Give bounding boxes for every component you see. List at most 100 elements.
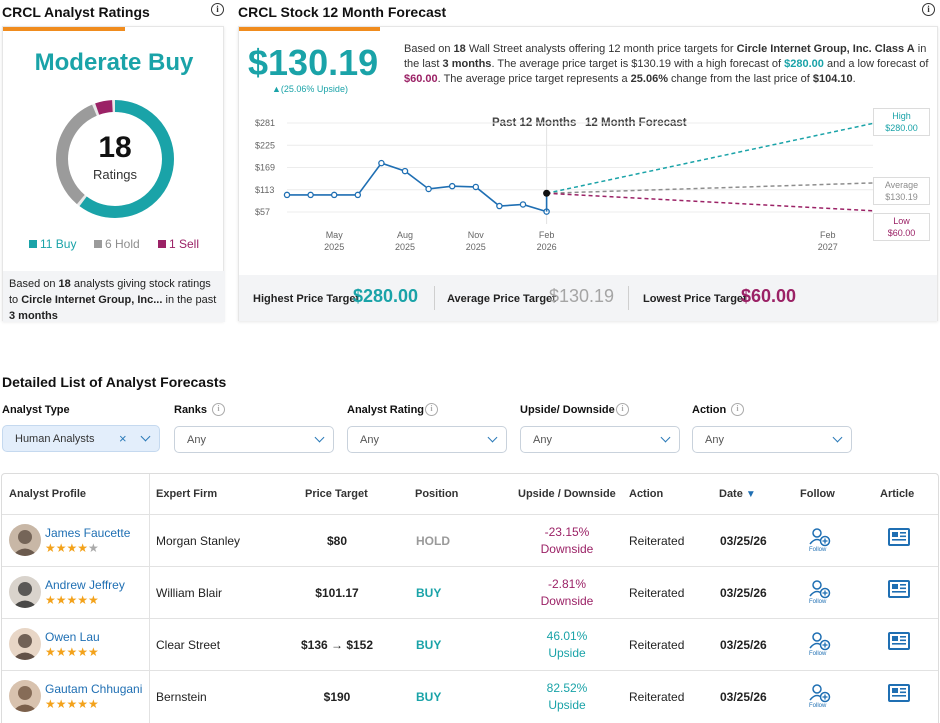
avatar[interactable] xyxy=(9,576,41,608)
col-header-upside-downside[interactable]: Upside / Downside xyxy=(518,488,616,500)
low-label: Low xyxy=(893,216,910,226)
desc-text: . The average price target is $130.19 wi… xyxy=(491,58,785,70)
sort-desc-icon[interactable]: ▼ xyxy=(745,489,756,500)
follow-button[interactable]: Follow xyxy=(808,527,832,553)
desc-high: $280.00 xyxy=(784,58,824,70)
star-rating: ★★★★★ xyxy=(45,593,99,607)
sell-swatch xyxy=(158,240,166,248)
rating-date: 03/25/26 xyxy=(720,586,767,600)
legend-buy: 11 Buy xyxy=(29,237,76,251)
col-header-action[interactable]: Action xyxy=(629,488,664,500)
chart-x-ticks: May 2025 Aug 2025 Nov 2025 Feb 2026 Feb 2027 xyxy=(324,230,838,252)
divider xyxy=(434,286,435,310)
analyst-name-link[interactable]: Owen Lau xyxy=(45,630,100,644)
info-icon[interactable]: i xyxy=(212,403,225,416)
avatar[interactable] xyxy=(9,680,41,712)
analyst-name-link[interactable]: Andrew Jeffrey xyxy=(45,578,125,592)
ratings-count: 18 xyxy=(98,131,132,164)
article-icon[interactable] xyxy=(888,632,910,650)
legend-sell: 1 Sell xyxy=(158,237,199,251)
info-icon[interactable]: i xyxy=(616,403,629,416)
upside-downside-percent: -2.81% xyxy=(547,577,587,591)
chevron-down-icon xyxy=(487,432,498,443)
col-header-analyst-profile[interactable]: Analyst Profile xyxy=(9,488,87,500)
x-tick-month: Aug xyxy=(397,230,413,240)
analyst-type-select[interactable]: Human Analysts × xyxy=(2,425,160,452)
info-icon[interactable]: i xyxy=(211,3,224,16)
col-header-date[interactable]: Date ▼ xyxy=(719,488,756,500)
chevron-down-icon xyxy=(832,432,843,443)
follow-button[interactable]: Follow xyxy=(808,683,832,709)
follow-button[interactable]: Follow xyxy=(808,579,832,605)
analyst-name-link[interactable]: Gautam Chhugani xyxy=(45,682,143,696)
upside-downside-select[interactable]: Any xyxy=(520,426,680,453)
ratings-title: CRCL Analyst Ratings xyxy=(2,4,150,20)
analyst-table: Analyst Profile Expert Firm Price Target… xyxy=(1,473,939,723)
star-icon: ★★★★★ xyxy=(45,697,99,711)
low-value: $60.00 xyxy=(887,228,916,238)
star-rating: ★★★★★ xyxy=(45,645,99,659)
chevron-down-icon xyxy=(314,432,325,443)
info-icon[interactable]: i xyxy=(731,403,744,416)
x-tick-month: Feb xyxy=(820,230,836,240)
accent-bar xyxy=(3,27,125,31)
col-header-price-target[interactable]: Price Target xyxy=(305,488,368,500)
highest-target-value: $280.00 xyxy=(353,286,419,306)
article-icon[interactable] xyxy=(888,528,910,546)
divider xyxy=(628,286,629,310)
follow-label: Follow xyxy=(809,599,827,605)
action-text: Reiterated xyxy=(629,638,685,652)
x-tick-year: 2025 xyxy=(324,242,344,252)
price-point xyxy=(519,201,527,208)
article-icon[interactable] xyxy=(888,580,910,598)
upside-downside-direction: Upside xyxy=(548,698,586,712)
high-label: High xyxy=(892,111,911,121)
info-icon[interactable]: i xyxy=(425,403,438,416)
x-tick-year: 2027 xyxy=(818,242,838,252)
lowest-target-value: $60.00 xyxy=(741,286,797,306)
avatar[interactable] xyxy=(9,524,41,556)
filter-label-analyst-type: Analyst Type xyxy=(2,404,70,416)
price-point xyxy=(378,159,385,167)
desc-text: . xyxy=(852,73,856,85)
clear-icon[interactable]: × xyxy=(119,431,127,446)
desc-last-price: $104.10 xyxy=(812,73,853,85)
y-tick-label: $113 xyxy=(255,185,274,195)
article-icon[interactable] xyxy=(888,684,910,702)
follow-user-icon xyxy=(809,528,831,547)
ranks-select[interactable]: Any xyxy=(174,426,334,453)
footer-text: analysts giving stock ratings to xyxy=(9,278,211,306)
footer-period: 3 months xyxy=(9,310,58,322)
info-icon[interactable]: i xyxy=(922,3,935,16)
hold-swatch xyxy=(94,240,102,248)
follow-button[interactable]: Follow xyxy=(808,631,832,657)
legend-hold: 6 Hold xyxy=(94,237,140,251)
filter-label-upside-downside: Upside/ Downside xyxy=(520,404,615,416)
col-header-position[interactable]: Position xyxy=(415,488,459,500)
action-text: Reiterated xyxy=(629,690,685,704)
desc-low: $60.00 xyxy=(404,73,438,85)
ratings-donut xyxy=(56,100,174,218)
desc-text: change from the last price of xyxy=(667,73,813,85)
footer-company-link[interactable]: Circle Internet Group, Inc... xyxy=(21,294,163,306)
col-header-expert-firm[interactable]: Expert Firm xyxy=(156,488,218,500)
action-select[interactable]: Any xyxy=(692,426,852,453)
analyst-name-link[interactable]: James Faucette xyxy=(45,526,131,540)
average-price: $130.19 xyxy=(248,42,379,83)
col-header-follow: Follow xyxy=(800,488,835,500)
forecast-lines xyxy=(546,122,874,212)
average-value: $130.19 xyxy=(885,192,918,202)
ratings-count-label: Ratings xyxy=(92,167,138,182)
details-title: Detailed List of Analyst Forecasts xyxy=(2,374,227,390)
price-history-line xyxy=(283,159,551,215)
follow-label: Follow xyxy=(809,547,827,553)
y-tick-label: $169 xyxy=(255,163,275,173)
follow-user-icon xyxy=(809,580,831,599)
price-point xyxy=(401,167,409,175)
desc-text: and a low forecast of xyxy=(823,58,929,70)
avatar[interactable] xyxy=(9,628,41,660)
price-line xyxy=(287,162,547,213)
star-icon: ★★★★★ xyxy=(45,593,99,607)
analyst-rating-select[interactable]: Any xyxy=(347,426,507,453)
donut-hold-segment xyxy=(56,100,174,218)
